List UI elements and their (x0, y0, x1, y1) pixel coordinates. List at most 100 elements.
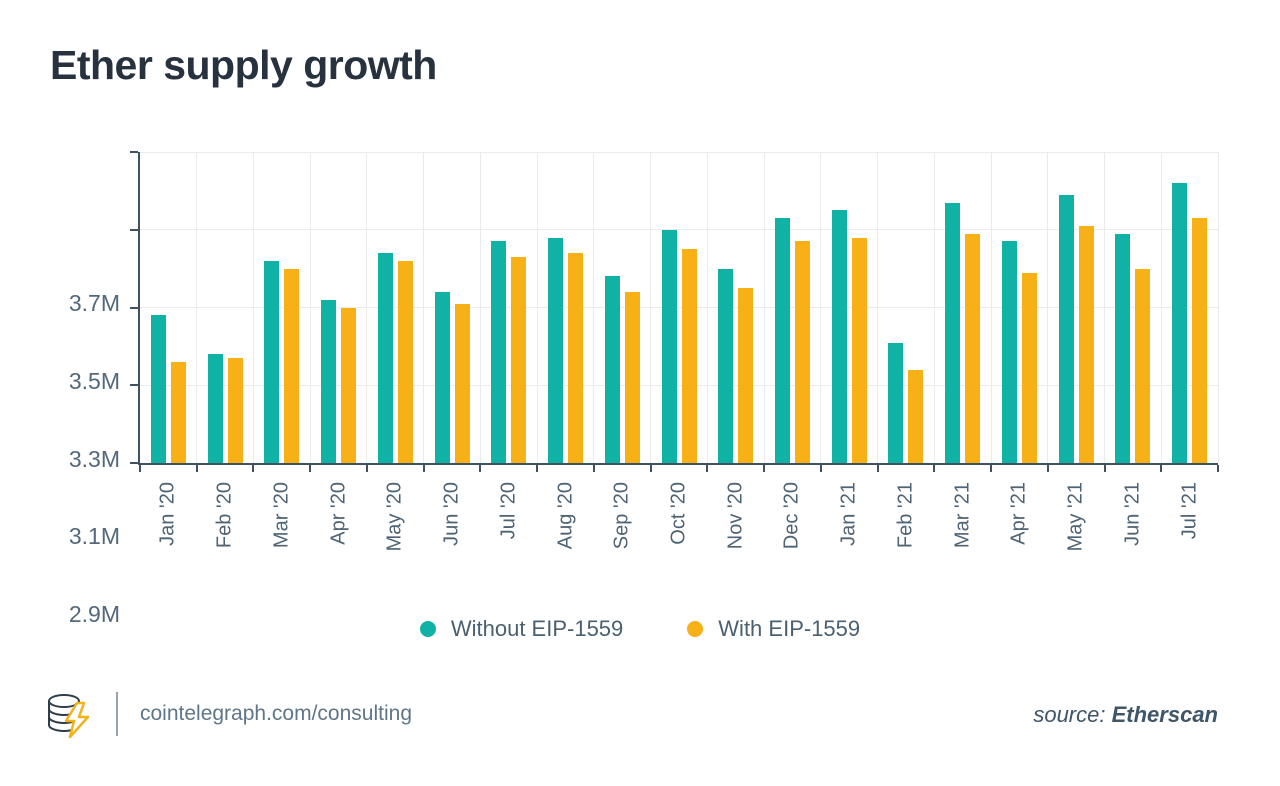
v-gridline (877, 152, 879, 463)
x-axis-tick (365, 465, 368, 472)
x-axis-tick (536, 465, 539, 472)
legend-dot-amber-icon (687, 621, 704, 637)
x-tick-label: Jan '21 (837, 482, 860, 546)
bar-without-eip1559 (491, 241, 507, 463)
x-axis-tick (592, 465, 595, 472)
y-tick-label: 3.3M (68, 445, 120, 472)
x-tick-label: Dec '20 (780, 482, 803, 550)
source-prefix: source: (1033, 702, 1106, 727)
bar-with-eip1559 (681, 249, 697, 463)
y-axis-tick (130, 462, 138, 464)
bar-with-eip1559 (1135, 268, 1151, 463)
x-tick-label: Jun '20 (440, 482, 463, 546)
v-gridline (1160, 152, 1162, 463)
y-axis-tick (130, 384, 138, 387)
y-tick-label: 3.1M (68, 523, 120, 550)
bar-with-eip1559 (1192, 218, 1208, 463)
h-gridline (140, 151, 1218, 153)
bar-without-eip1559 (264, 260, 280, 463)
x-axis-tick (933, 465, 936, 472)
bar-with-eip1559 (1078, 225, 1094, 463)
bar-without-eip1559 (377, 253, 393, 463)
x-tick-label: Mar '21 (951, 482, 974, 549)
bar-without-eip1559 (1058, 194, 1074, 463)
h-gridline (140, 307, 1218, 308)
bar-without-eip1559 (718, 268, 734, 463)
bar-without-eip1559 (1172, 183, 1188, 463)
v-gridline (366, 152, 368, 463)
x-tick-label: Jul '20 (497, 482, 520, 540)
bar-with-eip1559 (511, 256, 527, 463)
bar-without-eip1559 (831, 210, 847, 463)
bar-with-eip1559 (908, 369, 924, 463)
bar-with-eip1559 (965, 233, 981, 463)
bar-without-eip1559 (1001, 241, 1017, 463)
bar-without-eip1559 (888, 342, 904, 463)
footer-source: source: Etherscan (1033, 702, 1218, 728)
x-axis-tick (139, 465, 141, 472)
v-gridline (593, 152, 595, 463)
page-title: Ether supply growth (50, 42, 437, 88)
bar-with-eip1559 (227, 358, 243, 463)
y-tick-label: 2.9M (68, 601, 120, 627)
bar-with-eip1559 (1021, 272, 1037, 463)
x-axis-tick (706, 465, 709, 472)
x-tick-label: Mar '20 (270, 482, 293, 549)
v-gridline (706, 152, 708, 463)
bar-chart-plot-area: 2.9M 3.1M 3.3M 3.5M 3.7M Jan '20 Feb '20 Mar '2… (69, 151, 1219, 627)
bar-without-eip1559 (774, 218, 790, 463)
v-gridline (1104, 152, 1106, 463)
x-tick-label: Sep '20 (610, 482, 633, 550)
bar-without-eip1559 (661, 229, 677, 463)
x-axis-tick (309, 465, 312, 472)
bar-without-eip1559 (945, 202, 961, 463)
x-tick-label: Jan '20 (156, 482, 179, 546)
v-gridline (252, 152, 254, 463)
h-gridline (140, 229, 1218, 231)
bar-without-eip1559 (604, 276, 620, 463)
x-axis-tick (819, 465, 822, 472)
x-tick-label: Feb '20 (213, 482, 236, 549)
bar-with-eip1559 (170, 361, 186, 463)
x-tick-label: Feb '21 (894, 482, 917, 549)
v-gridline (196, 152, 198, 463)
v-gridline (820, 152, 822, 463)
bar-with-eip1559 (568, 253, 584, 463)
legend-dot-teal-icon (419, 621, 436, 637)
chart-legend: Without EIP-1559 With EIP-1559 (0, 616, 1280, 642)
footer-site-url: cointelegraph.com/consulting (140, 702, 412, 725)
y-tick-label: 3.5M (68, 367, 120, 394)
v-gridline (536, 152, 538, 463)
x-tick-label: Jul '21 (1178, 482, 1201, 540)
cointelegraph-logo-icon (48, 694, 90, 739)
x-axis-tick (1103, 465, 1106, 472)
bar-with-eip1559 (341, 307, 357, 463)
x-axis-tick (649, 465, 652, 472)
v-gridline (763, 152, 765, 463)
v-gridline (990, 152, 992, 463)
x-axis-tick (1160, 465, 1163, 472)
bar-with-eip1559 (738, 288, 754, 463)
x-axis-tick (252, 465, 255, 472)
bar-without-eip1559 (321, 299, 337, 463)
x-axis-tick (1217, 465, 1219, 472)
bar-without-eip1559 (150, 315, 166, 463)
x-axis-line (138, 463, 1218, 465)
legend-label: With EIP-1559 (718, 616, 861, 641)
v-gridline (1047, 152, 1049, 463)
x-tick-label: Apr '21 (1007, 482, 1030, 545)
bar-with-eip1559 (454, 303, 470, 463)
x-tick-label: Apr '20 (327, 482, 350, 545)
y-axis-line (138, 152, 140, 463)
legend-item-without-eip1559: Without EIP-1559 (419, 616, 623, 642)
bar-without-eip1559 (434, 291, 450, 463)
footer-divider (116, 692, 118, 736)
x-tick-label: May '21 (1064, 482, 1087, 552)
bar-without-eip1559 (548, 237, 564, 463)
bar-without-eip1559 (1115, 233, 1131, 463)
x-axis-tick (763, 465, 766, 472)
x-tick-label: May '20 (383, 482, 406, 552)
v-gridline (1217, 152, 1219, 463)
bar-with-eip1559 (624, 291, 640, 463)
